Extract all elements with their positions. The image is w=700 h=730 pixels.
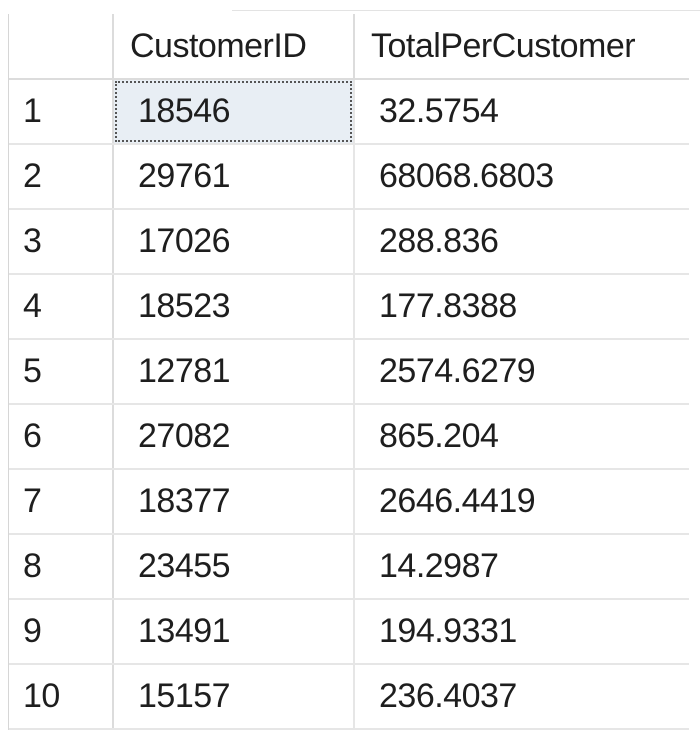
results-pane-top-edge [232,0,700,11]
table-row: 7 18377 2646.4419 [9,469,689,535]
table-row: 5 12781 2574.6279 [9,339,689,405]
table-row: 10 15157 236.4037 [9,664,689,730]
row-number: 5 [23,352,42,390]
row-number: 8 [23,547,42,585]
cell-customerid[interactable]: 15157 [113,664,355,730]
row-number: 3 [23,222,42,260]
select-all-corner[interactable] [9,14,114,80]
table-row: 3 17026 288.836 [9,209,689,275]
cell-value: 14.2987 [379,547,499,585]
row-number: 6 [23,417,42,455]
cell-value: 18546 [138,92,231,130]
cell-totalpercustomer[interactable]: 177.8388 [354,274,689,340]
row-number: 9 [23,612,42,650]
cell-customerid[interactable]: 23455 [113,534,355,600]
table-row: 8 23455 14.2987 [9,534,689,600]
cell-value: 23455 [138,547,231,585]
cell-value: 236.4037 [379,677,517,715]
cell-totalpercustomer[interactable]: 236.4037 [354,664,689,730]
cell-value: 194.9331 [379,612,517,650]
cell-value: 27082 [138,417,231,455]
cell-totalpercustomer[interactable]: 2646.4419 [354,469,689,535]
row-number: 2 [23,157,42,195]
row-number-header[interactable]: 9 [9,599,114,665]
cell-customerid[interactable]: 13491 [113,599,355,665]
row-number-header[interactable]: 7 [9,469,114,535]
row-number: 7 [23,482,42,520]
cell-value: 29761 [138,157,231,195]
cell-value: 68068.6803 [379,157,554,195]
results-grid[interactable]: CustomerID TotalPerCustomer 1 18546 32.5… [8,14,689,730]
column-header-label: CustomerID [130,26,307,65]
header-row: CustomerID TotalPerCustomer [9,14,689,80]
row-number-header[interactable]: 3 [9,209,114,275]
table-row: 9 13491 194.9331 [9,599,689,665]
cell-value: 15157 [138,677,231,715]
cell-value: 865.204 [379,417,499,455]
cell-customerid[interactable]: 18377 [113,469,355,535]
cell-totalpercustomer[interactable]: 194.9331 [354,599,689,665]
cell-totalpercustomer[interactable]: 865.204 [354,404,689,470]
results-table: CustomerID TotalPerCustomer 1 18546 32.5… [9,14,689,730]
cell-value: 13491 [138,612,231,650]
cell-totalpercustomer[interactable]: 14.2987 [354,534,689,600]
row-number-header[interactable]: 4 [9,274,114,340]
table-row: 2 29761 68068.6803 [9,144,689,210]
column-header-customerid[interactable]: CustomerID [113,14,355,80]
column-header-label: TotalPerCustomer [371,26,636,65]
row-number: 4 [23,287,42,325]
cell-value: 18523 [138,287,231,325]
row-number-header[interactable]: 1 [9,79,114,145]
row-number-header[interactable]: 6 [9,404,114,470]
cell-customerid[interactable]: 17026 [113,209,355,275]
row-number-header[interactable]: 10 [9,664,114,730]
cell-value: 2646.4419 [379,482,536,520]
cell-totalpercustomer[interactable]: 32.5754 [354,79,689,145]
cell-customerid[interactable]: 12781 [113,339,355,405]
cell-totalpercustomer[interactable]: 288.836 [354,209,689,275]
cell-totalpercustomer[interactable]: 68068.6803 [354,144,689,210]
cell-value: 12781 [138,352,231,390]
cell-customerid[interactable]: 27082 [113,404,355,470]
row-number-header[interactable]: 8 [9,534,114,600]
cell-value: 32.5754 [379,92,499,130]
cell-value: 288.836 [379,222,499,260]
cell-value: 177.8388 [379,287,517,325]
column-header-totalpercustomer[interactable]: TotalPerCustomer [354,14,689,80]
row-number-header[interactable]: 5 [9,339,114,405]
cell-totalpercustomer[interactable]: 2574.6279 [354,339,689,405]
cell-value: 18377 [138,482,231,520]
cell-customerid[interactable]: 18546 [113,79,355,145]
table-row: 4 18523 177.8388 [9,274,689,340]
cell-value: 17026 [138,222,231,260]
row-number: 1 [23,92,42,130]
cell-value: 2574.6279 [379,352,536,390]
table-row: 6 27082 865.204 [9,404,689,470]
table-row: 1 18546 32.5754 [9,79,689,145]
row-number: 10 [23,677,60,715]
cell-customerid[interactable]: 18523 [113,274,355,340]
row-number-header[interactable]: 2 [9,144,114,210]
cell-customerid[interactable]: 29761 [113,144,355,210]
